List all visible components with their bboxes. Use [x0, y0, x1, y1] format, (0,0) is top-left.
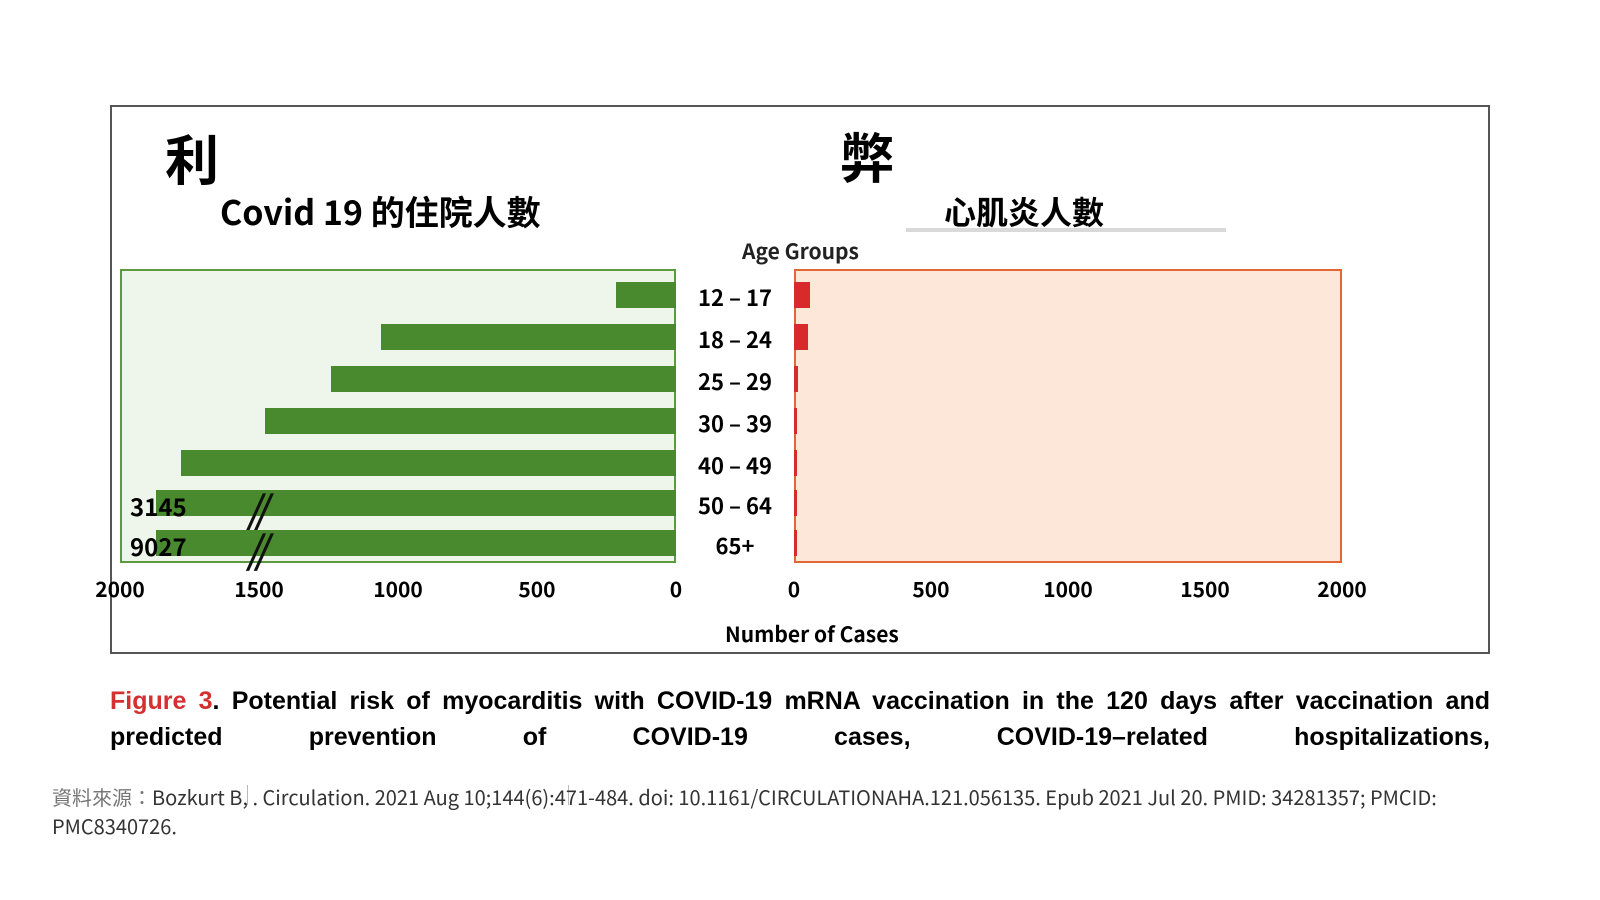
right-axis-tick: 1500	[1175, 574, 1235, 604]
axis-break-icon: //	[247, 520, 263, 575]
figure-caption: Figure 3. Potential risk of myocarditis …	[110, 683, 1490, 756]
right-axis-tick: 500	[901, 574, 961, 604]
harm-bar	[794, 490, 797, 516]
benefit-subheading: Covid 19 的住院人數	[220, 186, 541, 235]
left-axis-tick: 2000	[90, 574, 150, 604]
right-axis-tick: 0	[764, 574, 824, 604]
left-axis-tick: 1000	[368, 574, 428, 604]
right-axis-tick: 2000	[1312, 574, 1372, 604]
citation-body: Bozkurt B, . Circulation. 2021 Aug 10;14…	[52, 782, 1437, 840]
age-group-label: 18 – 24	[680, 323, 790, 355]
harm-bar	[794, 530, 797, 556]
harm-bar	[794, 324, 808, 350]
figure-caption-text: . Potential risk of myocarditis with COV…	[110, 687, 1490, 751]
harm-bar	[794, 366, 798, 392]
age-group-label: 50 – 64	[680, 489, 790, 521]
harm-bar	[794, 450, 797, 476]
age-group-label: 12 – 17	[680, 281, 790, 313]
citation-prefix: 資料來源：	[52, 782, 152, 811]
benefit-heading: 利	[165, 117, 219, 196]
left-axis-tick: 1500	[229, 574, 289, 604]
harm-subheading-underline	[906, 228, 1226, 232]
left-axis-tick: 500	[507, 574, 567, 604]
right-plot-panel	[794, 269, 1342, 563]
left-axis-tick: 0	[646, 574, 706, 604]
benefit-value-label: 3145	[130, 488, 187, 523]
benefit-bar	[181, 450, 676, 476]
benefit-bar	[265, 408, 676, 434]
citation-line: 資料來源：Bozkurt B, . Circulation. 2021 Aug …	[52, 782, 1548, 840]
benefit-value-label: 9027	[130, 528, 187, 563]
figure-number: Figure 3	[110, 687, 213, 715]
benefit-bar	[381, 324, 676, 350]
benefit-bar	[331, 366, 676, 392]
right-axis-tick: 1000	[1038, 574, 1098, 604]
age-group-label: 65+	[680, 529, 790, 561]
x-axis-title: Number of Cases	[725, 619, 899, 649]
harm-bar	[794, 408, 797, 434]
age-group-label: 40 – 49	[680, 449, 790, 481]
harm-bar	[794, 282, 810, 308]
benefit-bar	[616, 282, 676, 308]
benefit-bar	[156, 530, 676, 556]
age-group-label: 30 – 39	[680, 407, 790, 439]
age-groups-title: Age Groups	[742, 236, 859, 266]
age-group-label: 25 – 29	[680, 365, 790, 397]
harm-heading: 弊	[840, 115, 894, 194]
benefit-bar	[156, 490, 676, 516]
